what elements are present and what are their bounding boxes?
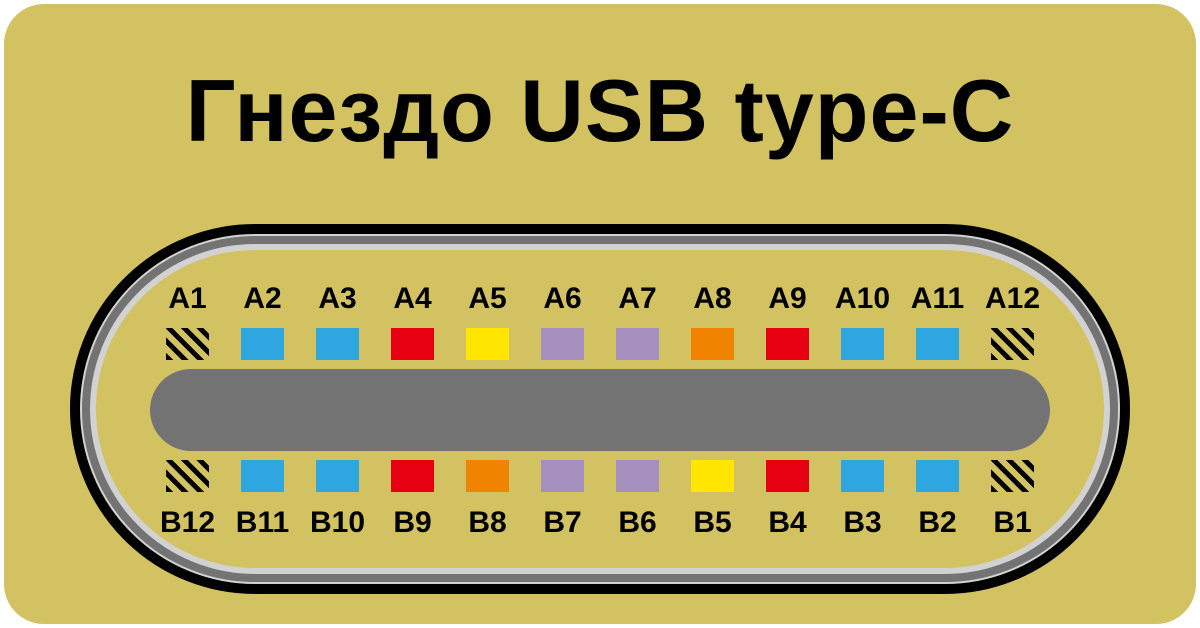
pin-label: B6 [600,506,675,540]
pin-label: A4 [375,282,450,316]
pin-label: B7 [525,506,600,540]
pin-label: B1 [975,506,1050,540]
pin [916,328,959,360]
pin [691,460,734,492]
pin-label: B9 [375,506,450,540]
pin-label: B8 [450,506,525,540]
pin [616,460,659,492]
pin [391,460,434,492]
pin [466,328,509,360]
pin [391,328,434,360]
top-pin-row [150,328,1050,360]
pin-label: B3 [825,506,900,540]
pin [766,460,809,492]
pin [991,460,1034,492]
pin [616,328,659,360]
bottom-pin-labels: B12B11B10B9B8B7B6B5B4B3B2B1 [150,506,1050,540]
pin [241,328,284,360]
pin-label: B12 [150,506,225,540]
pin [316,460,359,492]
pin [916,460,959,492]
pin-label: A7 [600,282,675,316]
pin-label: B4 [750,506,825,540]
top-pin-labels: A1A2A3A4A5A6A7A8A9A10A11A12 [150,282,1050,316]
pin [991,328,1034,360]
bottom-pin-row [150,460,1050,492]
pin-label: A10 [825,282,900,316]
diagram-card: Гнездо USB type-C A1A2A3A4A5A6A7A8A9A10A… [4,4,1196,624]
pin-label: A9 [750,282,825,316]
pin-label: B11 [225,506,300,540]
pin-label: B5 [675,506,750,540]
pin-label: A6 [525,282,600,316]
pin [691,328,734,360]
pin-label: A11 [900,282,975,316]
connector-tongue [150,369,1050,451]
usb-c-connector: A1A2A3A4A5A6A7A8A9A10A11A12 B12B11B10B9B… [70,224,1130,594]
pin [241,460,284,492]
pin [541,328,584,360]
pin-label: A12 [975,282,1050,316]
pin [316,328,359,360]
pin-label: A5 [450,282,525,316]
pin [541,460,584,492]
pin [766,328,809,360]
pin-label: A1 [150,282,225,316]
pin-label: A3 [300,282,375,316]
pin-label: A2 [225,282,300,316]
pin-label: B2 [900,506,975,540]
pin [166,328,209,360]
pin [841,460,884,492]
diagram-title: Гнездо USB type-C [4,4,1196,162]
pin [166,460,209,492]
pin-label: B10 [300,506,375,540]
pin [466,460,509,492]
pin [841,328,884,360]
pin-label: A8 [675,282,750,316]
